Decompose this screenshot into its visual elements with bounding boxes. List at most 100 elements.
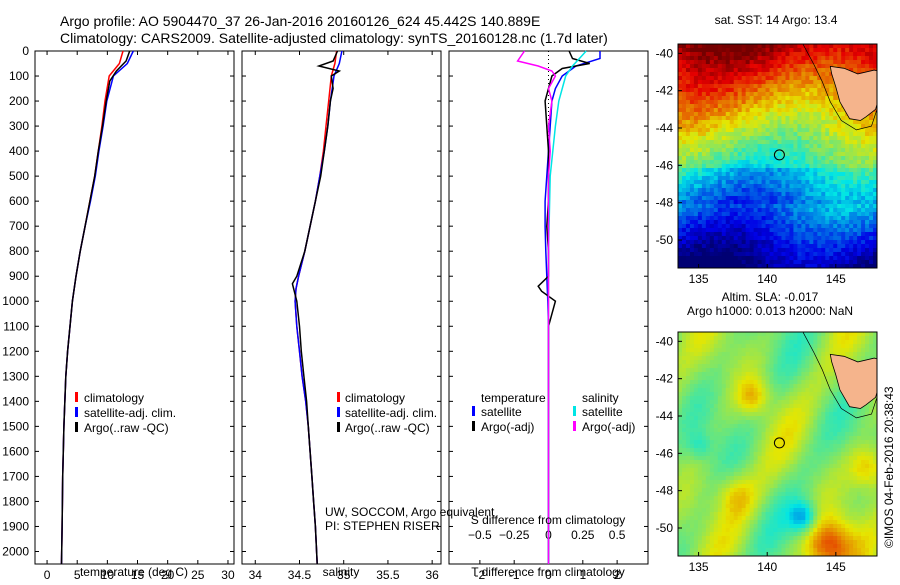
map-cell: [845, 332, 850, 337]
map-cell: [833, 192, 838, 197]
map-cell: [809, 44, 814, 49]
map-cell: [706, 64, 711, 69]
map-cell: [853, 472, 858, 477]
map-cell: [714, 80, 719, 85]
map-cell: [837, 108, 842, 113]
map-cell: [770, 220, 775, 225]
map-cell: [746, 388, 751, 393]
map-cell: [837, 172, 842, 177]
map-cell: [730, 380, 735, 385]
map-cell: [678, 360, 683, 365]
map-cell: [738, 232, 743, 237]
map-cell: [766, 172, 771, 177]
map-cell: [817, 112, 822, 117]
map-cell: [809, 136, 814, 141]
map-cell: [730, 120, 735, 125]
y-tick-label: 400: [9, 144, 29, 158]
map-cell: [766, 256, 771, 261]
map-cell: [774, 160, 779, 165]
map-cell: [774, 68, 779, 73]
map-cell: [722, 388, 727, 393]
map-cell: [841, 208, 846, 213]
map-cell: [754, 448, 759, 453]
map-cell: [793, 392, 798, 397]
map-cell: [869, 332, 874, 337]
map-cell: [690, 80, 695, 85]
map-cell: [746, 60, 751, 65]
map-cell: [813, 412, 818, 417]
map-cell: [738, 404, 743, 409]
map-cell: [694, 244, 699, 249]
map-cell: [762, 72, 767, 77]
map-cell: [770, 72, 775, 77]
map-cell: [734, 352, 739, 357]
map-cell: [813, 168, 818, 173]
map-cell: [821, 56, 826, 61]
map-cell: [865, 228, 870, 233]
map-cell: [726, 52, 731, 57]
map-cell: [833, 400, 838, 405]
map-cell: [781, 420, 786, 425]
map-cell: [789, 400, 794, 405]
map-cell: [726, 340, 731, 345]
map-cell: [702, 384, 707, 389]
map-cell: [829, 84, 834, 89]
map-cell: [730, 48, 735, 53]
map-cell: [702, 484, 707, 489]
map-cell: [797, 416, 802, 421]
map-cell: [706, 376, 711, 381]
map-cell: [686, 448, 691, 453]
map-cell: [686, 340, 691, 345]
map-cell: [762, 108, 767, 113]
map-cell: [758, 260, 763, 265]
map-cell: [726, 124, 731, 129]
map-cell: [853, 212, 858, 217]
map-cell: [682, 480, 687, 485]
map-cell: [730, 416, 735, 421]
map-cell: [841, 204, 846, 209]
map-cell: [837, 124, 842, 129]
map-cell: [726, 108, 731, 113]
map-cell: [785, 252, 790, 257]
map-cell: [698, 120, 703, 125]
map-cell: [750, 188, 755, 193]
map-cell: [785, 368, 790, 373]
map-cell: [833, 96, 838, 101]
map-cell: [805, 136, 810, 141]
map-cell: [706, 468, 711, 473]
map-cell: [746, 456, 751, 461]
map-cell: [702, 68, 707, 73]
map-cell: [766, 148, 771, 153]
map-cell: [690, 224, 695, 229]
map-cell: [770, 340, 775, 345]
map-cell: [805, 88, 810, 93]
map-cell: [825, 236, 830, 241]
map-cell: [726, 480, 731, 485]
map-cell: [730, 476, 735, 481]
map-cell: [841, 152, 846, 157]
map-cell: [781, 416, 786, 421]
map-cell: [766, 48, 771, 53]
map-cell: [849, 260, 854, 265]
map-cell: [849, 432, 854, 437]
map-cell: [789, 368, 794, 373]
map-cell: [869, 160, 874, 165]
map-cell: [754, 168, 759, 173]
map-cell: [778, 240, 783, 245]
map-cell: [869, 128, 874, 133]
map-cell: [861, 332, 866, 337]
map-cell: [774, 116, 779, 121]
map-cell: [789, 120, 794, 125]
map-cell: [785, 256, 790, 261]
map-cell: [678, 164, 683, 169]
map-cell: [837, 340, 842, 345]
map-cell: [718, 344, 723, 349]
map-cell: [690, 480, 695, 485]
map-cell: [726, 416, 731, 421]
map-cell: [774, 100, 779, 105]
map-cell: [686, 84, 691, 89]
map-cell: [770, 348, 775, 353]
map-cell: [702, 228, 707, 233]
map-cell: [865, 332, 870, 337]
map-cell: [678, 220, 683, 225]
